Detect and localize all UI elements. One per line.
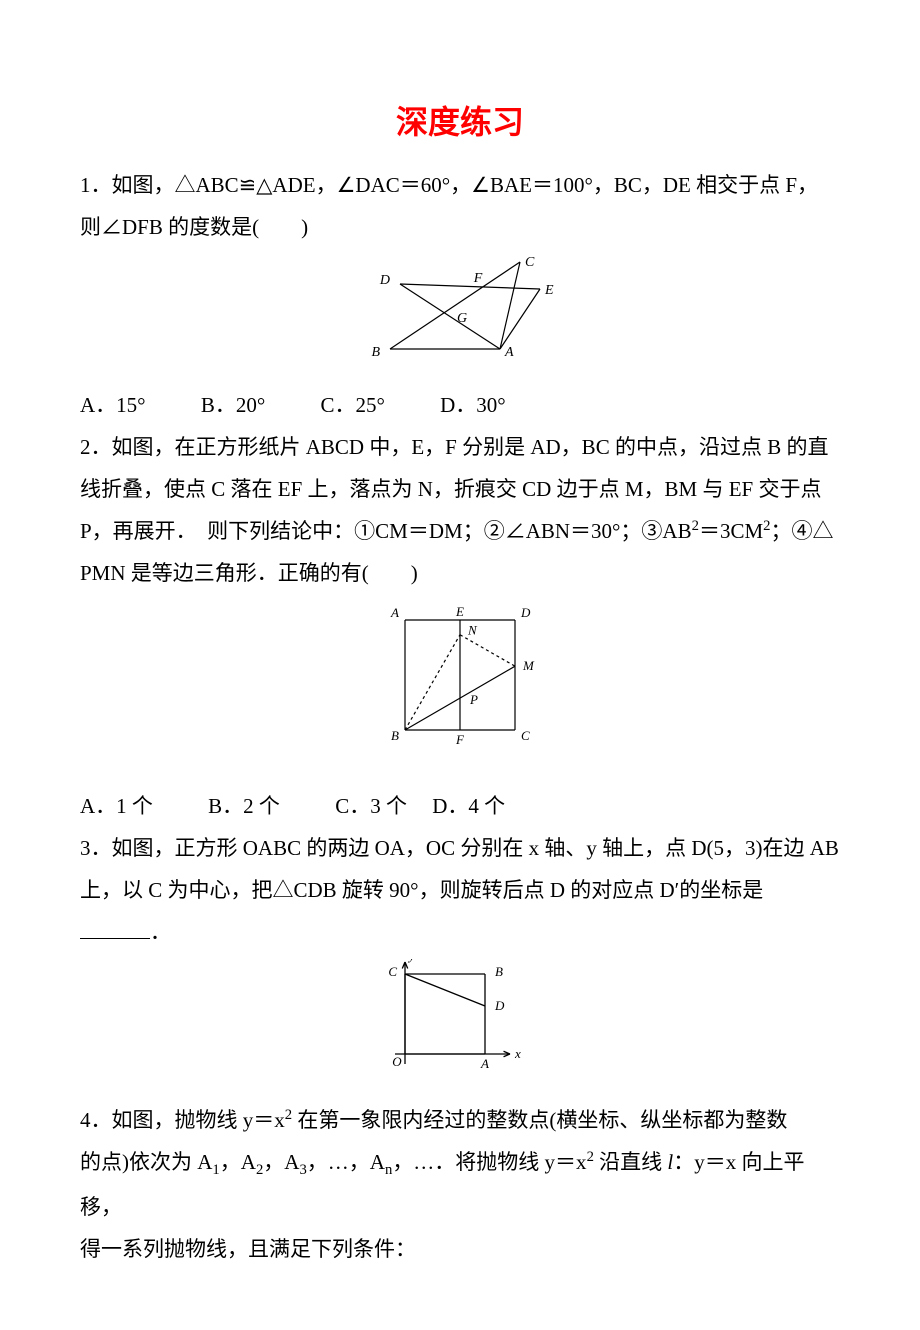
- q3-text3: ．: [80, 911, 840, 953]
- q2-text2: 线折叠，使点 C 落在 EF 上，落点为 N，折痕交 CD 边于点 M，BM 与…: [80, 468, 840, 510]
- q2-opt-b: B．2 个: [208, 785, 280, 827]
- q2-opt-d: D．4 个: [432, 785, 505, 827]
- svg-text:x: x: [514, 1046, 521, 1061]
- page-title: 深度练习: [80, 90, 840, 154]
- svg-text:B: B: [391, 728, 399, 743]
- q2-options: A．1 个 B．2 个 C．3 个 D．4 个: [80, 785, 840, 827]
- q1-opt-a: A．15°: [80, 384, 146, 426]
- q1-options: A．15° B．20° C．25° D．30°: [80, 384, 840, 426]
- svg-text:F: F: [455, 732, 465, 747]
- svg-text:A: A: [480, 1056, 489, 1071]
- q3-text2: 上，以 C 为中心，把△CDB 旋转 90°，则旋转后点 D 的对应点 D′的坐…: [80, 869, 840, 911]
- q1-num: 1．: [80, 173, 112, 197]
- q2-opt-a: A．1 个: [80, 785, 153, 827]
- q2-text4: PMN 是等边三角形．正确的有( ): [80, 552, 840, 594]
- svg-text:C: C: [521, 728, 530, 743]
- q1-opt-d: D．30°: [440, 384, 506, 426]
- svg-text:C: C: [388, 964, 397, 979]
- q2-opt-c: C．3 个: [335, 785, 407, 827]
- q4-text3: 得一系列抛物线，且满足下列条件：: [80, 1228, 840, 1270]
- svg-text:C: C: [525, 255, 535, 270]
- q1-opt-b: B．20°: [201, 384, 265, 426]
- q2-text3: P，再展开． 则下列结论中：①CM＝DM；②∠ABN＝30°；③AB2＝3CM2…: [80, 510, 840, 552]
- svg-text:N: N: [467, 623, 478, 638]
- q2-text: 2．如图，在正方形纸片 ABCD 中，E，F 分别是 AD，BC 的中点，沿过点…: [80, 426, 840, 468]
- q1-figure: B A D EC F G: [80, 254, 840, 378]
- svg-text:B: B: [371, 345, 380, 360]
- q1-text2: 则∠DFB 的度数是( ): [80, 206, 840, 248]
- svg-text:P: P: [469, 692, 478, 707]
- svg-text:M: M: [522, 658, 535, 673]
- q3-figure: O A B C Dx y: [80, 959, 840, 1093]
- q3-num: 3．: [80, 836, 112, 860]
- svg-text:B: B: [495, 964, 503, 979]
- svg-text:E: E: [544, 283, 554, 298]
- svg-text:D: D: [520, 605, 531, 620]
- q1-opt-c: C．25°: [320, 384, 384, 426]
- q3-text: 3．如图，正方形 OABC 的两边 OA，OC 分别在 x 轴、y 轴上，点 D…: [80, 827, 840, 869]
- svg-text:A: A: [390, 605, 399, 620]
- q4-num: 4．: [80, 1108, 112, 1132]
- svg-text:G: G: [457, 311, 467, 326]
- q4-text: 4．如图，抛物线 y＝x2 在第一象限内经过的整数点(横坐标、纵坐标都为整数: [80, 1099, 840, 1141]
- q3-blank: [80, 917, 150, 939]
- q1-text: 1．如图，△ABC≌△ADE，∠DAC＝60°，∠BAE＝100°，BC，DE …: [80, 164, 840, 206]
- svg-text:D: D: [379, 273, 390, 288]
- svg-text:D: D: [494, 998, 505, 1013]
- q4-text2: 的点)依次为 A1，A2，A3，…，An，…．将抛物线 y＝x2 沿直线 l：y…: [80, 1141, 840, 1228]
- svg-text:y: y: [407, 959, 415, 963]
- svg-text:A: A: [504, 345, 514, 360]
- q2-figure: A D B C E F N M P: [80, 600, 840, 779]
- svg-text:E: E: [455, 604, 464, 619]
- q2-num: 2．: [80, 435, 112, 459]
- svg-text:F: F: [473, 271, 483, 286]
- svg-text:O: O: [392, 1054, 402, 1069]
